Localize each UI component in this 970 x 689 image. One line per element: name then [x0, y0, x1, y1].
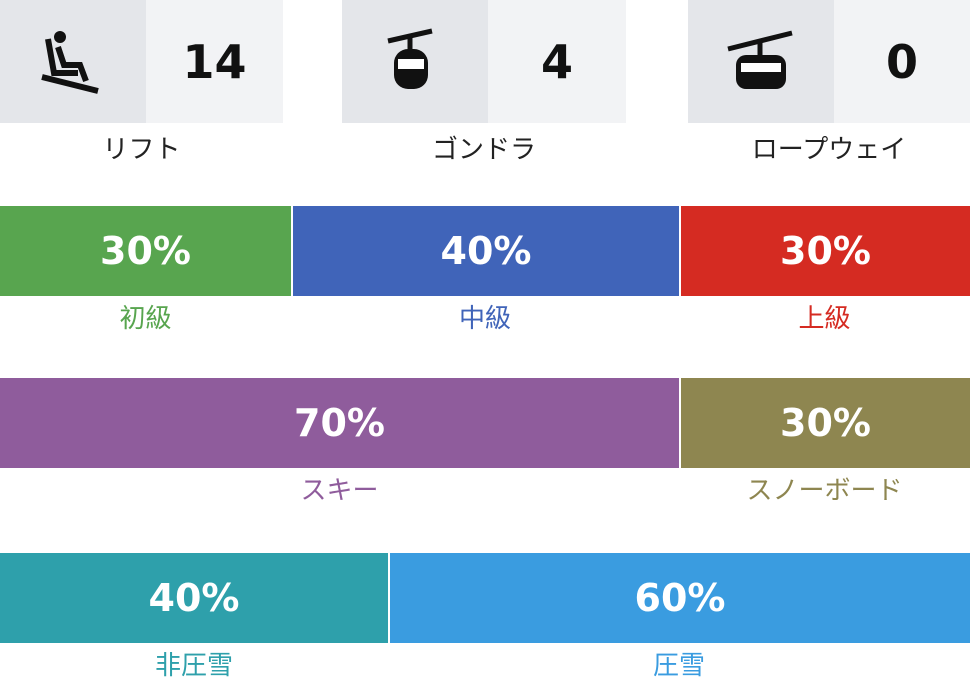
bar-segment: 30%: [679, 206, 970, 296]
lift-tile: 14: [0, 0, 283, 123]
ropeway-tile: 0: [688, 0, 970, 123]
segment-label: スノーボード: [746, 476, 903, 506]
segment-label: スキー: [300, 476, 379, 506]
segment-label: 上級: [798, 304, 851, 334]
ropeway-icon-svg: [727, 30, 793, 89]
segment-label: 初級: [119, 304, 172, 334]
lift-count: 14: [146, 0, 283, 123]
gondola-tile: 4: [342, 0, 626, 123]
gondola-icon: [342, 0, 488, 123]
chairlift-icon: [41, 30, 99, 94]
gondola-label: ゴンドラ: [431, 135, 536, 165]
bar-row: 30% 初級 40% 中級 30% 上級: [0, 206, 970, 342]
bar-segment: 40%: [0, 553, 388, 643]
bar-row: 40% 非圧雪 60% 圧雪: [0, 553, 970, 689]
ropeway-icon: [688, 0, 834, 123]
bar-segment: 60%: [388, 553, 970, 643]
bar-segment: 30%: [679, 378, 970, 468]
lift-label: リフト: [102, 135, 181, 165]
gondola-icon-svg: [387, 28, 433, 89]
segment-column: 30% スノーボード: [679, 378, 970, 514]
bar-segment: 40%: [291, 206, 679, 296]
lift-icon: [0, 0, 146, 123]
ropeway-count: 0: [834, 0, 970, 123]
bar-row: 70% スキー 30% スノーボード: [0, 378, 970, 514]
segment-column: 70% スキー: [0, 378, 679, 514]
segment-label: 圧雪: [652, 651, 705, 681]
segment-column: 30% 上級: [679, 206, 970, 342]
segment-column: 40% 中級: [291, 206, 679, 342]
segment-label: 非圧雪: [154, 651, 233, 681]
segment-column: 60% 圧雪: [388, 553, 970, 689]
ropeway-label: ロープウェイ: [751, 135, 907, 165]
gondola-count: 4: [488, 0, 626, 123]
bar-segment: 30%: [0, 206, 291, 296]
segment-label: 中級: [458, 304, 511, 334]
bar-segment: 70%: [0, 378, 679, 468]
segment-column: 30% 初級: [0, 206, 291, 342]
segment-column: 40% 非圧雪: [0, 553, 388, 689]
